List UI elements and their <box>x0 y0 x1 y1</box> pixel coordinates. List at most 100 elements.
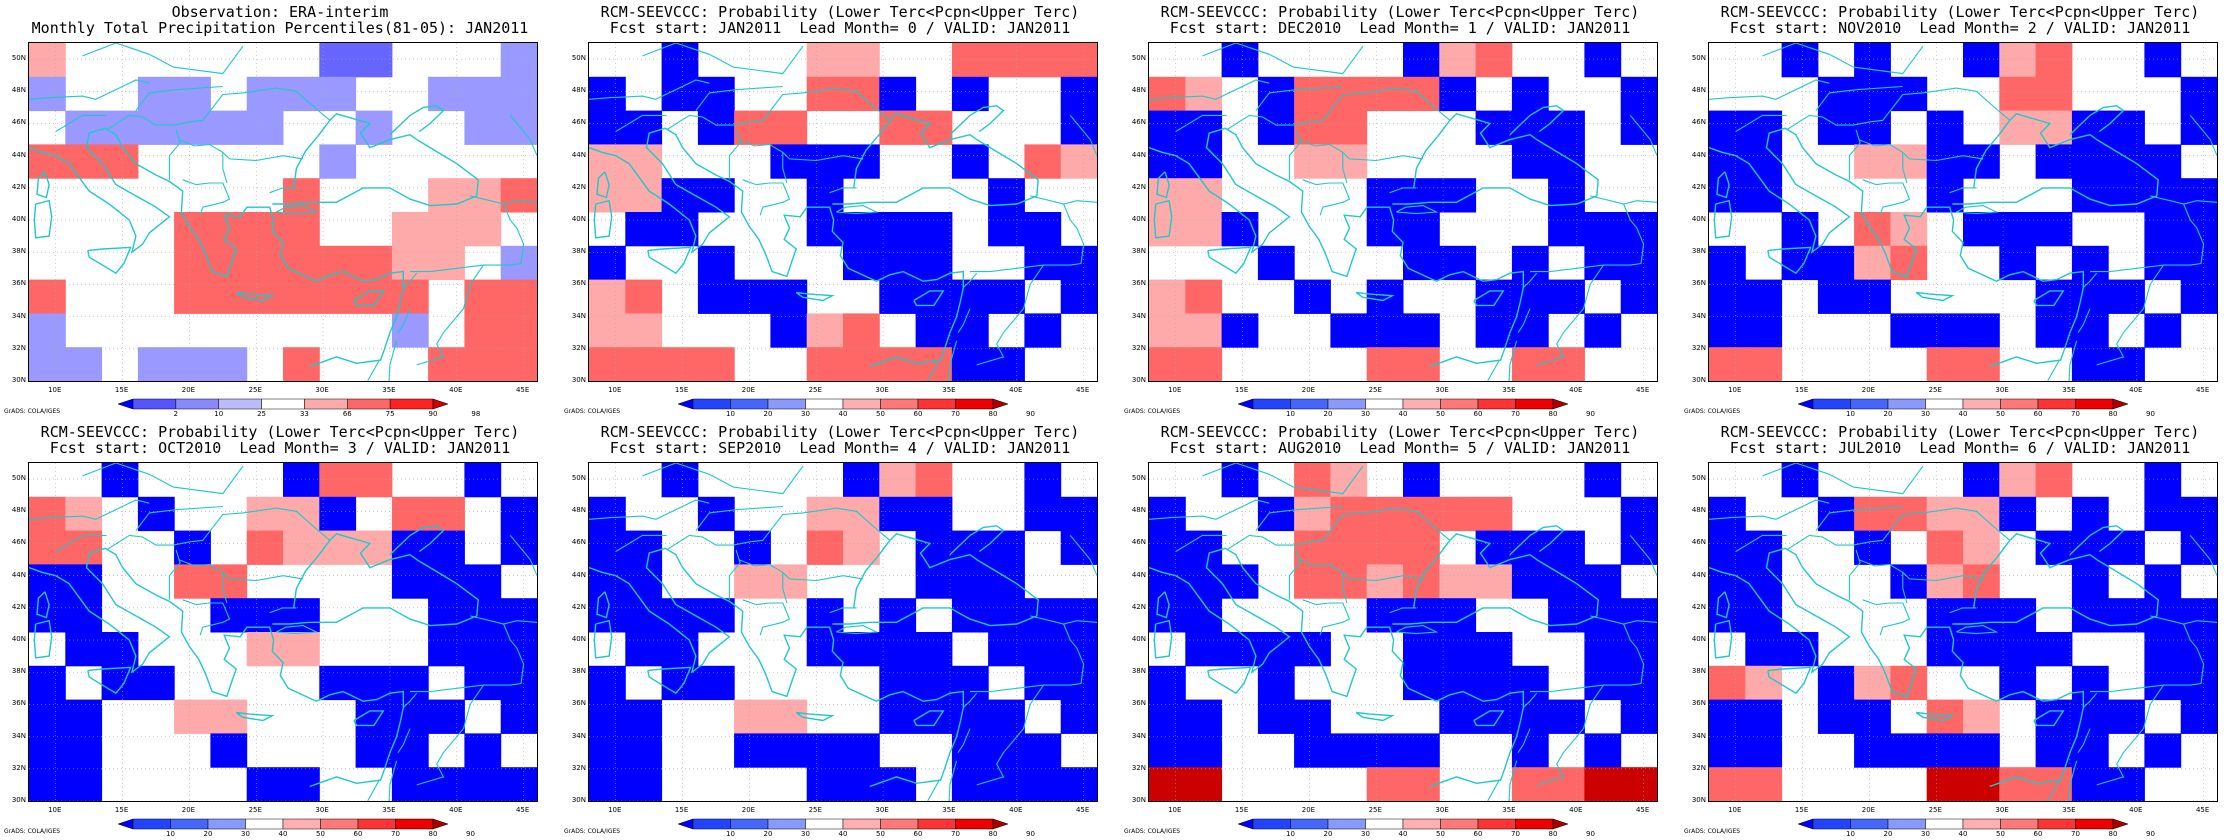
grid-cell <box>1620 212 1657 247</box>
island-outline <box>647 246 692 275</box>
grid-cell <box>174 245 211 281</box>
grid-cell <box>988 178 1025 213</box>
grid-cell <box>500 665 537 701</box>
grid-cell <box>1854 279 1891 314</box>
colorbar-swatch <box>1477 818 1516 830</box>
grid-cell <box>1999 767 2037 801</box>
grid-cell <box>1709 496 1746 532</box>
grid-cell <box>1366 767 1404 801</box>
grid-cell <box>29 347 66 381</box>
grid-cell <box>2071 347 2109 381</box>
grid-cell <box>1548 530 1585 565</box>
country-border <box>1858 559 1984 582</box>
grid-cell <box>806 144 844 179</box>
grid-cell <box>1620 245 1657 281</box>
grid-cell <box>1149 76 1186 112</box>
colorbar-swatch <box>880 818 919 830</box>
grid-cell <box>589 347 626 381</box>
grid-cell <box>1709 665 1746 701</box>
grid-cell <box>988 212 1025 247</box>
longitude-label: 10E <box>1728 806 1742 814</box>
grid-cell <box>391 665 429 701</box>
grid-cell <box>1366 279 1404 314</box>
colorbar-label: 90 <box>1586 830 1595 838</box>
longitude-label: 10E <box>1168 386 1182 394</box>
latitude-label: 40N <box>1131 215 1146 224</box>
grid-cell <box>1781 43 1819 78</box>
grid-cell <box>2108 530 2145 565</box>
grid-cell <box>1366 496 1404 532</box>
colorbar-swatch <box>1962 818 2001 830</box>
longitude-label: 15E <box>1794 806 1809 814</box>
grid-cell <box>589 245 626 281</box>
grads-credit: GrADS: COLA/IGES <box>1124 828 1181 835</box>
island-outline <box>1153 619 1173 659</box>
grid-cell <box>770 564 808 599</box>
country-border <box>397 308 411 334</box>
colorbar <box>1238 818 1568 830</box>
grid-cell <box>589 110 626 145</box>
grid-cell <box>29 733 66 768</box>
grid-cell <box>1060 767 1097 801</box>
grid-cell <box>1024 733 1062 768</box>
colorbar-label: 60 <box>353 830 363 838</box>
grid-cell <box>915 530 953 565</box>
grid-cell <box>843 212 880 247</box>
grid-cell <box>1817 279 1855 314</box>
country-border <box>948 760 958 801</box>
colorbar <box>678 818 1008 830</box>
country-border <box>1298 559 1424 582</box>
colorbar-label: 30 <box>1361 830 1370 838</box>
longitude-label: 30E <box>315 386 329 394</box>
grid-cell <box>2144 212 2182 247</box>
grid-cell <box>1221 313 1259 348</box>
country-border <box>829 187 857 194</box>
grid-cell <box>1817 245 1855 281</box>
map-panel: RCM-SEEVCCC: Probability (Lower Terc<Pcp… <box>560 0 1120 420</box>
grid-cell <box>1620 110 1657 145</box>
grid-cell <box>1511 144 1549 179</box>
lake-outline <box>1956 625 1999 635</box>
grid-cell <box>428 76 465 112</box>
latitude-label: 32N <box>1691 343 1706 352</box>
grid-cell <box>137 110 175 145</box>
grid-cell <box>500 699 537 734</box>
grid-cell <box>1709 733 1746 768</box>
grid-cell <box>1926 733 1964 768</box>
grid-cell <box>500 598 537 633</box>
grid-cell <box>1294 530 1331 565</box>
grid-cell <box>2071 598 2109 633</box>
grid-cell <box>1149 313 1186 348</box>
grid-cell <box>1366 347 1404 381</box>
country-border <box>397 728 411 754</box>
country-border <box>695 85 783 111</box>
grid-cell <box>210 598 248 633</box>
island-outline <box>235 711 275 722</box>
country-border <box>1069 115 1097 156</box>
grid-cell <box>1584 564 1622 599</box>
grads-credit: GrADS: COLA/IGES <box>4 408 61 415</box>
colorbar-swatch <box>207 818 246 830</box>
island-outline <box>1716 171 1730 199</box>
colorbar-label: 40 <box>1958 410 1968 418</box>
latitude-label: 34N <box>571 731 586 740</box>
grid-cell <box>137 76 175 112</box>
colorbar-label: 70 <box>2071 410 2080 418</box>
grid-cell <box>1926 632 1964 667</box>
grid-cell <box>1999 463 2037 498</box>
grid-cell <box>1024 598 1062 633</box>
country-border <box>222 572 228 604</box>
grid-cell <box>391 212 429 247</box>
panel-title: RCM-SEEVCCC: Probability (Lower Terc<Pcp… <box>600 3 1080 21</box>
longitude-label: 30E <box>1995 386 2009 394</box>
grid-cell <box>428 245 465 281</box>
grid-cell <box>1330 313 1368 348</box>
grid-cell <box>1709 347 1746 381</box>
grid-cell <box>1511 245 1549 281</box>
grid-cell <box>1403 632 1440 667</box>
longitude-label: 15E <box>114 806 129 814</box>
map-area <box>28 42 538 382</box>
grid-cell <box>2071 767 2109 801</box>
colorbar-label: 20 <box>1323 830 1333 838</box>
country-border <box>55 534 107 552</box>
